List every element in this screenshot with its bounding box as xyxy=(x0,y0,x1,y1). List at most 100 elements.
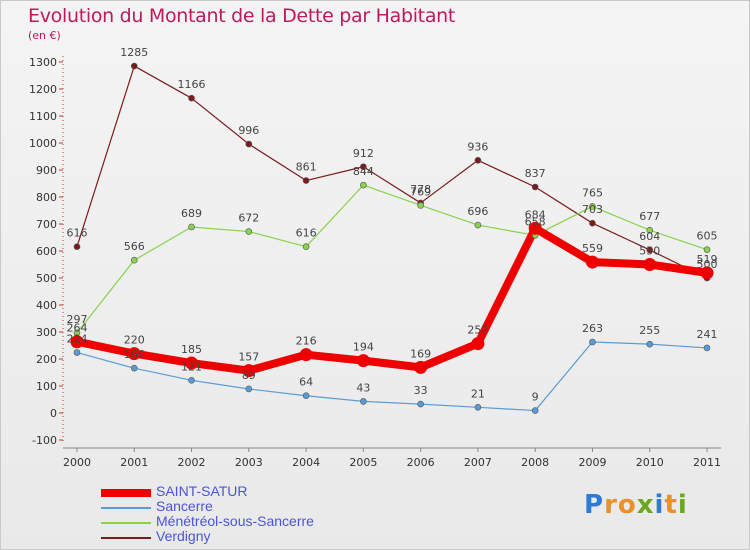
legend-item-saint-satur[interactable]: SAINT-SATUR xyxy=(101,483,361,500)
data-label: 658 xyxy=(525,215,546,228)
x-tick-label: 2010 xyxy=(636,456,664,469)
legend-item-verdigny[interactable]: Verdigny xyxy=(101,528,361,545)
data-point xyxy=(302,177,310,184)
data-label: 616 xyxy=(296,227,317,240)
data-label: 194 xyxy=(353,341,374,354)
data-label: 519 xyxy=(697,253,718,266)
data-point xyxy=(245,140,253,148)
data-point xyxy=(703,246,711,253)
legend-swatch xyxy=(101,489,151,497)
x-tick-label: 2005 xyxy=(349,456,377,469)
data-label: 157 xyxy=(238,351,259,364)
data-label: 500 xyxy=(697,258,718,271)
data-label: 1166 xyxy=(178,78,206,91)
legend-item-sancerre[interactable]: Sancerre xyxy=(101,498,361,515)
data-label: 9 xyxy=(532,391,539,404)
data-point xyxy=(474,156,482,164)
data-label: 169 xyxy=(410,347,431,360)
data-point xyxy=(130,62,138,70)
data-label: 263 xyxy=(582,322,603,335)
legend-label: Sancerre xyxy=(156,498,213,514)
data-point xyxy=(589,203,596,210)
data-point xyxy=(703,344,711,352)
data-label: 264 xyxy=(67,322,88,335)
data-label: 689 xyxy=(181,207,202,220)
data-point xyxy=(414,360,428,374)
data-point xyxy=(245,385,253,393)
data-point xyxy=(242,364,256,378)
data-point xyxy=(643,258,657,271)
data-point xyxy=(70,335,84,349)
data-label: 255 xyxy=(639,324,660,337)
data-label: 185 xyxy=(181,343,202,356)
data-point xyxy=(589,338,596,346)
chart-legend: SAINT-SATUR Sancerre Ménétréol-sous-Sanc… xyxy=(101,483,361,545)
legend-label: SAINT-SATUR xyxy=(156,483,248,499)
data-label: 837 xyxy=(525,167,546,180)
data-point xyxy=(417,202,424,209)
data-label: 224 xyxy=(67,333,88,346)
data-label: 765 xyxy=(582,186,603,199)
data-point xyxy=(299,348,313,362)
x-tick-label: 2004 xyxy=(292,456,320,469)
data-label: 559 xyxy=(582,242,603,255)
data-label: 696 xyxy=(467,205,488,218)
y-tick-label: 100 xyxy=(36,380,57,393)
data-point xyxy=(531,183,539,191)
data-label: 936 xyxy=(467,140,488,153)
data-point xyxy=(130,364,138,372)
data-point xyxy=(700,266,714,280)
data-label: 220 xyxy=(124,334,145,347)
data-label: 778 xyxy=(410,183,431,196)
data-point xyxy=(245,228,253,235)
data-point xyxy=(474,221,482,229)
data-label: 769 xyxy=(410,185,431,198)
data-point xyxy=(646,226,654,234)
data-point xyxy=(528,221,542,235)
data-point xyxy=(471,337,485,351)
data-point xyxy=(589,219,596,227)
legend-label: Ménétréol-sous-Sancerre xyxy=(156,513,314,529)
data-label: 912 xyxy=(353,147,374,160)
data-point xyxy=(127,347,141,361)
y-tick-label: 700 xyxy=(36,218,57,231)
x-tick-label: 2003 xyxy=(235,456,263,469)
y-tick-label: 1200 xyxy=(29,83,57,96)
data-label: 672 xyxy=(238,212,259,225)
data-point xyxy=(73,349,81,356)
y-tick-label: 1300 xyxy=(29,56,57,69)
data-point xyxy=(417,400,424,408)
data-point xyxy=(585,255,599,269)
data-label: 616 xyxy=(67,227,88,240)
data-label: 566 xyxy=(124,240,145,253)
proxiti-logo: Proxiti xyxy=(584,490,688,520)
data-point xyxy=(360,398,367,405)
data-label: 684 xyxy=(525,208,546,221)
y-tick-label: 400 xyxy=(36,299,57,312)
legend-swatch xyxy=(101,522,151,524)
data-label: 550 xyxy=(639,245,660,258)
data-point xyxy=(646,246,654,254)
y-tick-label: 800 xyxy=(36,191,57,204)
data-point xyxy=(130,256,138,264)
x-tick-label: 2007 xyxy=(464,456,492,469)
data-label: 43 xyxy=(356,381,370,394)
x-tick-label: 2009 xyxy=(578,456,606,469)
legend-item-menetreol[interactable]: Ménétréol-sous-Sancerre xyxy=(101,513,361,530)
x-tick-label: 2001 xyxy=(120,456,148,469)
legend-label: Verdigny xyxy=(156,528,211,544)
data-label: 216 xyxy=(296,335,317,348)
data-label: 996 xyxy=(238,124,259,137)
data-label: 166 xyxy=(124,348,145,361)
y-tick-label: 600 xyxy=(36,245,57,258)
legend-swatch xyxy=(101,507,151,509)
chart-unit-label: (en €) xyxy=(28,29,61,42)
data-label: 677 xyxy=(639,210,660,223)
series-line-3 xyxy=(76,65,708,279)
data-point xyxy=(360,181,367,189)
series-line-0 xyxy=(76,224,708,375)
x-tick-label: 2000 xyxy=(63,456,91,469)
x-tick-label: 2006 xyxy=(407,456,435,469)
data-point xyxy=(185,356,199,370)
